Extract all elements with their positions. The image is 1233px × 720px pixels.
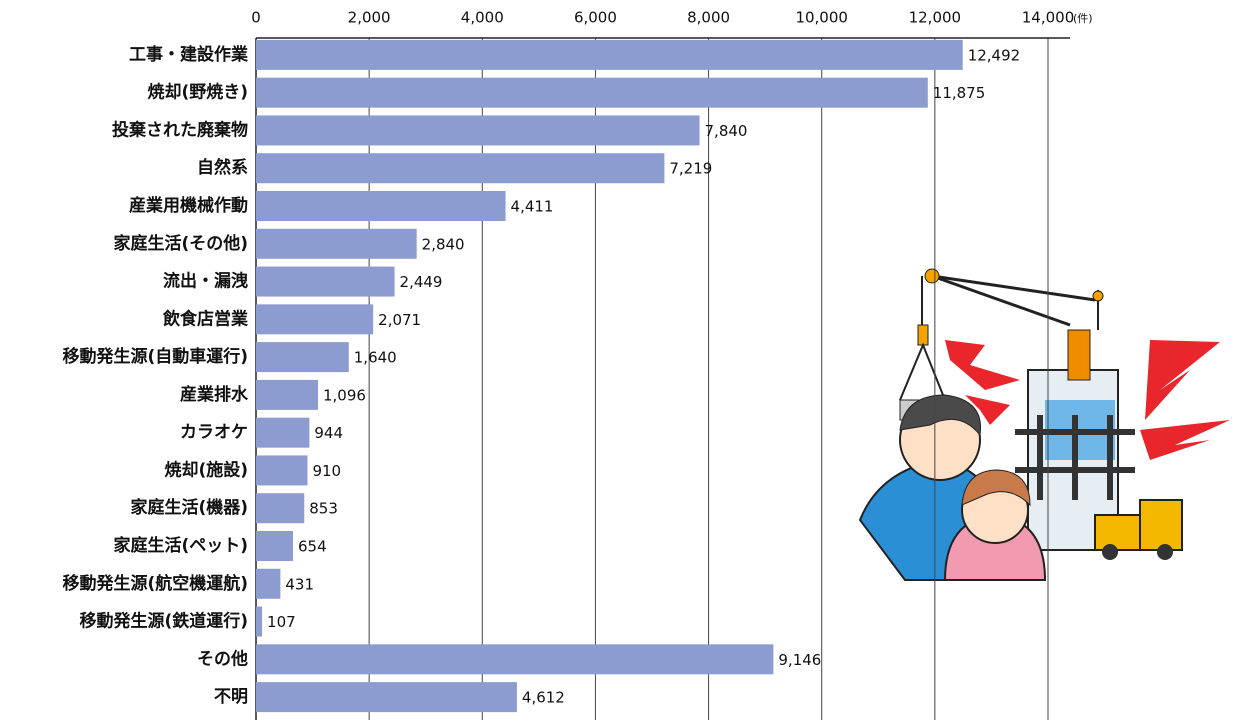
- value-label: 4,612: [522, 689, 565, 707]
- bar: [256, 493, 304, 523]
- value-label: 9,146: [778, 651, 821, 669]
- value-label: 11,875: [933, 84, 986, 102]
- bar: [256, 569, 280, 599]
- y-tick-label: 工事・建設作業: [129, 44, 248, 65]
- value-label: 4,411: [511, 198, 554, 216]
- bar: [256, 191, 506, 221]
- bar: [256, 380, 318, 410]
- value-label: 7,840: [705, 122, 748, 140]
- y-tick-label: 焼却(施設): [164, 459, 248, 480]
- x-tick-label: 10,000: [795, 9, 848, 27]
- y-tick-label: 移動発生源(鉄道運行): [79, 611, 248, 632]
- y-tick-label: 自然系: [197, 157, 248, 178]
- value-label: 2,071: [378, 311, 421, 329]
- value-label: 910: [312, 462, 341, 480]
- value-label: 944: [314, 424, 343, 442]
- bar: [256, 229, 417, 259]
- y-tick-label: 投棄された廃棄物: [112, 119, 248, 140]
- value-label: 1,640: [354, 349, 397, 367]
- x-tick-label: 6,000: [574, 9, 617, 27]
- y-tick-label: 家庭生活(その他): [113, 233, 248, 254]
- y-tick-label: 移動発生源(航空機運航): [62, 573, 248, 594]
- x-tick-label: 8,000: [687, 9, 730, 27]
- bar: [256, 644, 773, 674]
- y-tick-label: 家庭生活(機器): [130, 497, 248, 518]
- bar: [256, 418, 309, 448]
- x-tick-label: 2,000: [348, 9, 391, 27]
- bar: [256, 682, 517, 712]
- x-tick-label: 14,000: [1022, 9, 1075, 27]
- y-tick-label: その他: [197, 648, 248, 669]
- y-tick-label: 不明: [214, 687, 248, 707]
- chart: 0 2,000 4,000 6,000 8,000 10,000 12,000 14,000(…: [0, 0, 1233, 720]
- illustration: [860, 269, 1230, 580]
- y-tick-label: 焼却(野焼き): [147, 82, 248, 103]
- y-tick-label: 家庭生活(ペット): [113, 535, 248, 556]
- bar: [256, 267, 395, 297]
- bar: [256, 115, 700, 145]
- bar: [256, 607, 262, 637]
- bar: [256, 342, 349, 372]
- y-tick-label: 飲食店営業: [162, 308, 248, 329]
- bar: [256, 304, 373, 334]
- value-label: 853: [309, 500, 338, 518]
- y-tick-label: 産業用機械作動: [129, 195, 248, 216]
- value-label: 12,492: [968, 46, 1021, 64]
- value-label: 2,840: [422, 235, 465, 253]
- bar: [256, 153, 664, 183]
- y-tick-label: カラオケ: [180, 423, 248, 443]
- value-label: 2,449: [400, 273, 443, 291]
- bar: [256, 78, 928, 108]
- value-label: 654: [298, 538, 327, 556]
- value-label: 107: [267, 613, 296, 631]
- value-label: 1,096: [323, 386, 366, 404]
- x-tick-label: 12,000: [909, 9, 962, 27]
- x-unit: (件): [1073, 12, 1093, 25]
- value-label: 7,219: [669, 160, 712, 178]
- x-tick-label: 0: [251, 9, 261, 27]
- x-tick-label: 4,000: [461, 9, 504, 27]
- bar: [256, 531, 293, 561]
- y-tick-label: 産業排水: [180, 384, 249, 405]
- value-label: 431: [285, 575, 314, 593]
- bar: [256, 455, 307, 485]
- bar: [256, 40, 963, 70]
- y-tick-label: 流出・漏洩: [163, 271, 248, 292]
- y-tick-label: 移動発生源(自動車運行): [62, 346, 248, 367]
